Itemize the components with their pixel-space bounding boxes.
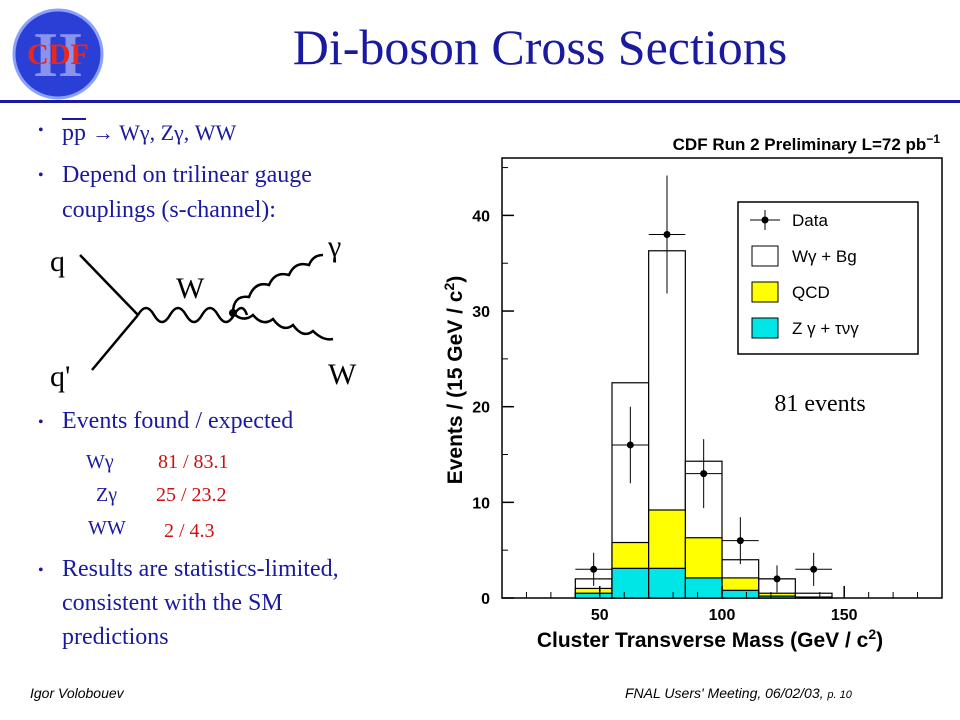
- result-process: Wγ: [86, 451, 114, 473]
- bullet-dot: •: [38, 414, 44, 431]
- events-annotation: 81 events: [774, 391, 865, 417]
- y-tick-label: 0: [481, 591, 490, 608]
- data-point: [626, 441, 634, 449]
- hist-bar-zgamma: [684, 577, 723, 599]
- title-divider: [0, 100, 960, 103]
- data-point: [810, 565, 818, 573]
- histogram-svg: CDF Run 2 Preliminary L=72 pb−1 0 10 20 30 4…: [441, 132, 943, 652]
- footer-meeting: FNAL Users' Meeting, 06/02/03, p. 10: [625, 685, 852, 701]
- label-gamma: γ: [328, 230, 342, 263]
- label-w-mid: W: [176, 272, 205, 305]
- bullet-results-line2: consistent with the SM: [62, 590, 283, 616]
- bullet-dot: •: [38, 562, 44, 579]
- result-value: 2 / 4.3: [164, 520, 215, 542]
- bullet-process-rest: → Wγ, Zγ, WW: [92, 120, 237, 145]
- y-tick-label: 40: [472, 208, 490, 225]
- legend-label: Z γ + τνγ: [792, 319, 859, 338]
- legend-swatch: [751, 245, 779, 267]
- cdf-logo: II CDF: [8, 4, 108, 104]
- data-point: [590, 565, 598, 573]
- legend-label: Wγ + Bg: [792, 247, 857, 266]
- bullet-dot: •: [38, 167, 44, 184]
- feynman-diagram: [30, 225, 430, 400]
- result-value: 25 / 23.2: [156, 484, 227, 506]
- bullet-results-line3: predictions: [62, 624, 169, 650]
- hist-bar-qcd: [794, 596, 833, 599]
- hist-bar-zgamma: [721, 589, 760, 599]
- legend-marker-dot: [761, 216, 769, 224]
- quark-line-q: [79, 254, 139, 316]
- label-w-out: W: [328, 358, 357, 391]
- bullet-couplings-line1: Depend on trilinear gauge: [62, 162, 312, 188]
- data-point: [663, 231, 671, 239]
- label-q: q: [50, 245, 65, 278]
- footer-page: p. 10: [827, 689, 852, 701]
- data-point: [773, 575, 781, 583]
- result-value: 81 / 83.1: [158, 451, 229, 473]
- w-propagator: [136, 306, 249, 324]
- y-tick-label: 30: [472, 304, 490, 321]
- result-process: Zγ: [96, 484, 118, 506]
- bullet-process: pp → Wγ, Zγ, WW: [62, 118, 236, 148]
- quark-line-qprime: [91, 314, 139, 371]
- y-tick-label: 10: [472, 495, 490, 512]
- legend-label: Data: [792, 211, 828, 230]
- label-qprime: q': [50, 360, 71, 393]
- w-outgoing-line: [232, 312, 334, 341]
- legend-label: QCD: [792, 283, 830, 302]
- svg-text:II: II: [33, 19, 83, 90]
- data-point: [700, 470, 708, 478]
- chart-title: CDF Run 2 Preliminary L=72 pb−1: [673, 132, 941, 154]
- footer-meeting-text: FNAL Users' Meeting, 06/02/03,: [625, 685, 824, 701]
- x-axis-label: Cluster Transverse Mass (GeV / c2): [537, 626, 883, 652]
- hist-bar-zgamma: [611, 567, 650, 599]
- slide-title: Di-boson Cross Sections: [292, 19, 788, 75]
- bullet-dot: •: [38, 122, 44, 139]
- bullet-events: Events found / expected: [62, 408, 294, 434]
- photon-line: [231, 253, 324, 314]
- legend-swatch: [751, 281, 779, 303]
- bullet-results-line1: Results are statistics-limited,: [62, 556, 339, 582]
- hist-bar-zgamma: [648, 567, 686, 599]
- y-tick-label: 20: [472, 400, 490, 417]
- hist-bar-zgamma: [574, 592, 613, 599]
- data-point: [736, 537, 744, 545]
- x-tick-label: 50: [591, 607, 609, 624]
- svg-text:CDF: CDF: [27, 38, 89, 71]
- result-process: WW: [88, 517, 126, 539]
- hist-bar-zgamma: [758, 595, 796, 599]
- x-tick-label: 100: [709, 607, 736, 624]
- x-tick-label: 150: [831, 607, 858, 624]
- pp-bar-label: pp: [62, 120, 86, 146]
- legend-swatch: [751, 317, 779, 339]
- bullet-couplings-line2: couplings (s-channel):: [62, 197, 276, 223]
- footer-author: Igor Volobouev: [30, 685, 124, 701]
- histogram-chart: CDF Run 2 Preliminary L=72 pb−1 0 10 20 30 4…: [420, 120, 960, 665]
- y-axis-label: Events / (15 GeV / c2): [441, 276, 467, 485]
